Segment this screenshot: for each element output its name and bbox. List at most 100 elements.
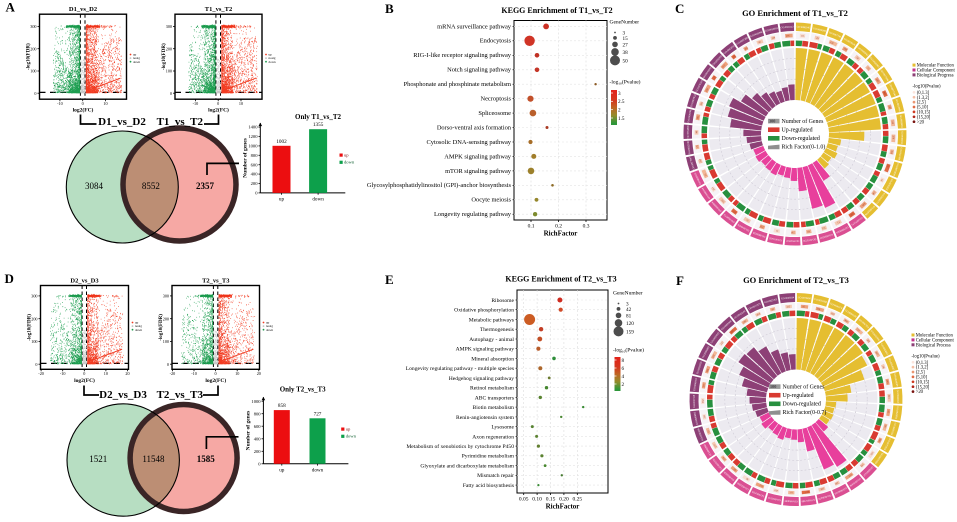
svg-text:up: up — [133, 53, 137, 57]
svg-text:up: up — [279, 196, 285, 202]
svg-text:Rich Factor(0-0.7): Rich Factor(0-0.7) — [783, 409, 827, 416]
svg-text:254: 254 — [698, 158, 702, 163]
svg-text:Autophagy - animal: Autophagy - animal — [469, 337, 514, 343]
svg-text:Axon regeneration: Axon regeneration — [472, 434, 514, 440]
svg-text:130: 130 — [871, 191, 876, 196]
svg-text:T1_vs_T2: T1_vs_T2 — [205, 6, 232, 13]
svg-text:RichFactor: RichFactor — [546, 503, 580, 511]
svg-text:down: down — [133, 60, 140, 64]
svg-text:326: 326 — [875, 78, 880, 83]
svg-text:up: up — [135, 321, 139, 325]
svg-text:C: C — [675, 1, 684, 16]
svg-text:GO:0090544: GO:0090544 — [835, 226, 849, 235]
svg-text:Number of Genes: Number of Genes — [783, 383, 826, 390]
svg-text:151: 151 — [821, 226, 826, 230]
svg-text:Biological Process: Biological Process — [916, 343, 951, 348]
svg-text:82: 82 — [771, 308, 775, 312]
svg-text:GO:0028772: GO:0028772 — [723, 213, 736, 224]
svg-text:287: 287 — [883, 424, 887, 429]
svg-text:157: 157 — [702, 383, 706, 388]
svg-text:GO:0041651: GO:0041651 — [702, 66, 712, 79]
svg-text:GO:0043532: GO:0043532 — [785, 239, 799, 242]
svg-text:27: 27 — [623, 42, 629, 48]
svg-text:161: 161 — [877, 438, 882, 443]
svg-text:GO:0093123: GO:0093123 — [890, 422, 897, 436]
svg-text:up: up — [266, 321, 270, 325]
svg-text:up: up — [269, 53, 273, 57]
svg-text:Fatty acid biosynthesis: Fatty acid biosynthesis — [463, 483, 514, 489]
svg-text:727: 727 — [314, 411, 322, 417]
svg-text:GO Enrichment of T1_vs_T2: GO Enrichment of T1_vs_T2 — [742, 8, 848, 18]
svg-text:200: 200 — [251, 181, 259, 186]
svg-text:0.1: 0.1 — [528, 224, 535, 230]
svg-text:GO:0089300: GO:0089300 — [721, 319, 733, 331]
svg-text:0.3: 0.3 — [583, 224, 590, 230]
svg-text:222: 222 — [720, 340, 725, 345]
svg-text:50: 50 — [623, 58, 629, 64]
svg-text:Only T1_vs_T2: Only T1_vs_T2 — [295, 113, 341, 121]
svg-text:302: 302 — [882, 91, 887, 96]
svg-text:361: 361 — [866, 339, 871, 344]
svg-text:GO Enrichment of T2_vs_T3: GO Enrichment of T2_vs_T3 — [743, 275, 849, 285]
svg-text:AMPK signaling pathway: AMPK signaling pathway — [444, 153, 512, 160]
svg-text:14: 14 — [881, 366, 885, 370]
svg-text:down: down — [346, 434, 357, 439]
svg-text:180: 180 — [834, 481, 839, 486]
svg-text:Down-regulated: Down-regulated — [782, 136, 820, 142]
svg-text:1002: 1002 — [276, 139, 287, 145]
svg-text:414: 414 — [700, 101, 704, 106]
svg-text:200: 200 — [163, 316, 169, 321]
svg-text:GO:0080942: GO:0080942 — [857, 46, 870, 57]
svg-text:GO:0067740: GO:0067740 — [828, 31, 842, 39]
svg-text:down: down — [312, 196, 324, 202]
svg-text:(5,10]: (5,10] — [916, 376, 928, 381]
svg-text:11548: 11548 — [142, 454, 165, 464]
svg-text:GO:0042846: GO:0042846 — [750, 30, 764, 38]
svg-text:GO:0049456: GO:0049456 — [737, 223, 751, 232]
svg-text:55: 55 — [745, 218, 749, 222]
svg-text:0.15: 0.15 — [546, 497, 556, 503]
svg-text:GO:0093122: GO:0093122 — [781, 25, 795, 29]
svg-text:-20: -20 — [170, 371, 176, 376]
svg-text:nosig: nosig — [266, 324, 273, 328]
svg-text:GO:0075314: GO:0075314 — [695, 79, 704, 93]
svg-text:159: 159 — [626, 329, 634, 335]
svg-text:0.25: 0.25 — [572, 497, 582, 503]
svg-text:310: 310 — [720, 198, 725, 203]
svg-text:-log10(Pvalue): -log10(Pvalue) — [913, 85, 942, 90]
svg-text:15: 15 — [623, 36, 629, 42]
svg-text:GO:0058228: GO:0058228 — [752, 231, 766, 239]
svg-text:GO:0083911: GO:0083911 — [894, 406, 899, 420]
svg-text:log2(FC): log2(FC) — [205, 377, 226, 384]
svg-text:>20: >20 — [916, 390, 924, 395]
svg-text:2.5: 2.5 — [618, 99, 625, 105]
svg-text:177: 177 — [732, 209, 737, 214]
svg-text:0: 0 — [217, 101, 219, 106]
svg-text:3: 3 — [623, 31, 626, 37]
svg-text:2357: 2357 — [196, 181, 215, 191]
svg-text:T2_vs_T3: T2_vs_T3 — [202, 278, 230, 285]
svg-text:GO:0096506: GO:0096506 — [687, 109, 692, 123]
svg-text:>20: >20 — [917, 120, 925, 125]
svg-text:GO:0091881: GO:0091881 — [702, 345, 711, 359]
svg-text:GO:0077440: GO:0077440 — [888, 83, 896, 97]
svg-text:Phosphonate and phosphinate me: Phosphonate and phosphinate metabolism — [404, 81, 511, 88]
svg-text:Down-regulated: Down-regulated — [783, 402, 821, 408]
svg-text:(10,15]: (10,15] — [917, 111, 931, 116]
svg-text:139: 139 — [771, 36, 776, 40]
svg-text:29: 29 — [816, 37, 820, 41]
svg-text:T2_vs_T3: T2_vs_T3 — [157, 389, 204, 401]
svg-text:GO:0099055: GO:0099055 — [693, 411, 699, 425]
svg-text:143: 143 — [830, 312, 835, 316]
svg-text:1200: 1200 — [248, 134, 258, 139]
svg-text:317: 317 — [885, 164, 889, 169]
svg-text:GO:0033638: GO:0033638 — [723, 470, 735, 481]
svg-text:GO:0036018: GO:0036018 — [765, 27, 779, 33]
svg-text:GO:0067951: GO:0067951 — [858, 318, 870, 329]
svg-text:Cytosolic DNA-sensing pathway: Cytosolic DNA-sensing pathway — [427, 139, 512, 146]
svg-text:(2,5]: (2,5] — [917, 101, 926, 106]
svg-text:-log10(Pvalue): -log10(Pvalue) — [610, 79, 641, 86]
svg-text:GO:0048412: GO:0048412 — [693, 377, 698, 391]
svg-text:Renin-angiotensin system: Renin-angiotensin system — [456, 415, 515, 421]
svg-text:GeneNumber: GeneNumber — [613, 291, 643, 297]
